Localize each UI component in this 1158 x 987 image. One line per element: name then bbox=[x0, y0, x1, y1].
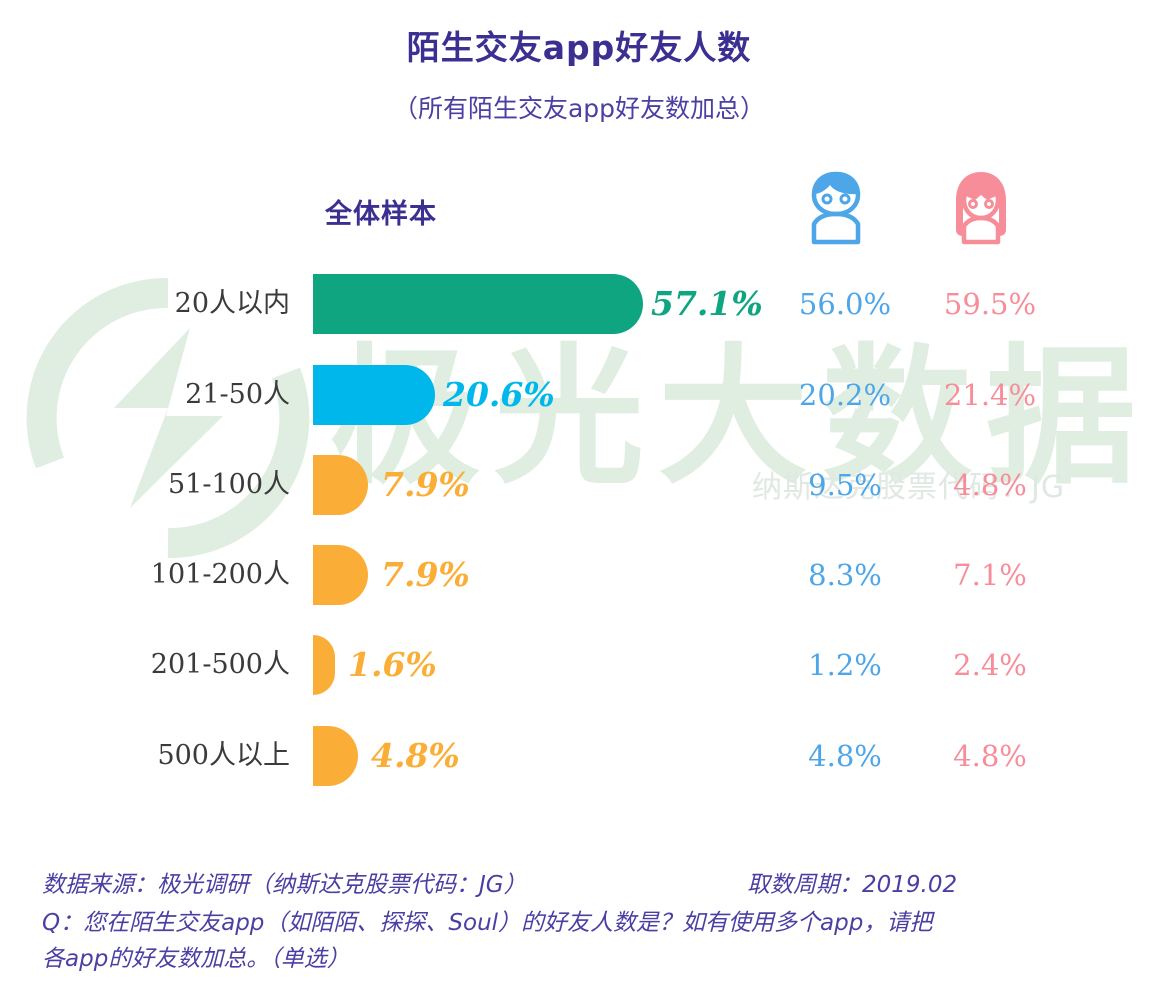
question-line-2: 各app的好友数加总。（单选） bbox=[42, 946, 350, 972]
bar-overall bbox=[313, 545, 368, 605]
chart-row: 500人以上 4.8% 4.8% 4.8% bbox=[0, 720, 1158, 792]
female-value-label: 2.4% bbox=[953, 648, 1027, 682]
row-category-label: 21-50人 bbox=[185, 379, 290, 410]
male-value-label: 8.3% bbox=[808, 558, 882, 592]
female-value-label: 4.8% bbox=[953, 468, 1027, 502]
bar-value-label: 57.1% bbox=[651, 284, 763, 323]
bar-value-label: 4.8% bbox=[371, 736, 460, 775]
chart-row: 21-50人 20.6% 20.2% 21.4% bbox=[0, 359, 1158, 431]
female-value-label: 59.5% bbox=[943, 287, 1037, 321]
data-period-text: 取数周期：2019.02 bbox=[747, 872, 958, 898]
bar-track bbox=[313, 365, 435, 425]
chart-row: 20人以内 57.1% 56.0% 59.5% bbox=[0, 268, 1158, 340]
bar-track bbox=[313, 726, 358, 786]
footer: 数据来源：极光调研（纳斯达克股票代码：JG） 取数周期：2019.02 Q：您在… bbox=[42, 865, 1122, 977]
male-value-label: 4.8% bbox=[808, 739, 882, 773]
female-avatar-icon bbox=[945, 168, 1017, 251]
female-value-label: 4.8% bbox=[953, 739, 1027, 773]
bar-overall bbox=[313, 726, 358, 786]
bar-value-label: 7.9% bbox=[381, 555, 470, 594]
male-value-label: 56.0% bbox=[798, 287, 892, 321]
question-line-1: Q：您在陌生交友app（如陌陌、探探、Soul）的好友人数是？如有使用多个app… bbox=[42, 910, 933, 936]
row-category-label: 51-100人 bbox=[167, 469, 290, 500]
data-source-text: 数据来源：极光调研（纳斯达克股票代码：JG） bbox=[42, 872, 527, 898]
male-value-label: 20.2% bbox=[798, 378, 892, 412]
overall-sample-label: 全体样本 bbox=[325, 199, 437, 230]
bar-track bbox=[313, 545, 368, 605]
bar-track bbox=[313, 455, 368, 515]
row-category-label: 101-200人 bbox=[150, 559, 290, 590]
chart-row: 201-500人 1.6% 1.2% 2.4% bbox=[0, 629, 1158, 701]
chart-row: 101-200人 7.9% 8.3% 7.1% bbox=[0, 539, 1158, 611]
row-category-label: 201-500人 bbox=[150, 649, 290, 680]
bar-overall bbox=[313, 455, 368, 515]
chart-subtitle: （所有陌生交友app好友数加总） bbox=[392, 94, 766, 123]
row-category-label: 20人以内 bbox=[174, 288, 290, 319]
bar-track bbox=[313, 635, 335, 695]
male-value-label: 9.5% bbox=[808, 468, 882, 502]
bar-overall bbox=[313, 365, 435, 425]
bar-value-label: 20.6% bbox=[443, 375, 555, 414]
female-value-label: 7.1% bbox=[953, 558, 1027, 592]
male-avatar-icon bbox=[800, 168, 872, 251]
female-value-label: 21.4% bbox=[943, 378, 1037, 412]
bar-overall bbox=[313, 274, 643, 334]
chart-row: 51-100人 7.9% 9.5% 4.8% bbox=[0, 449, 1158, 521]
row-category-label: 500人以上 bbox=[157, 740, 290, 771]
bar-track bbox=[313, 274, 643, 334]
chart-title: 陌生交友app好友人数 bbox=[406, 28, 752, 67]
bar-value-label: 1.6% bbox=[348, 645, 437, 684]
bar-value-label: 7.9% bbox=[381, 465, 470, 504]
male-value-label: 1.2% bbox=[808, 648, 882, 682]
bar-overall bbox=[313, 635, 335, 695]
source-line: 数据来源：极光调研（纳斯达克股票代码：JG） 取数周期：2019.02 bbox=[42, 865, 1122, 905]
